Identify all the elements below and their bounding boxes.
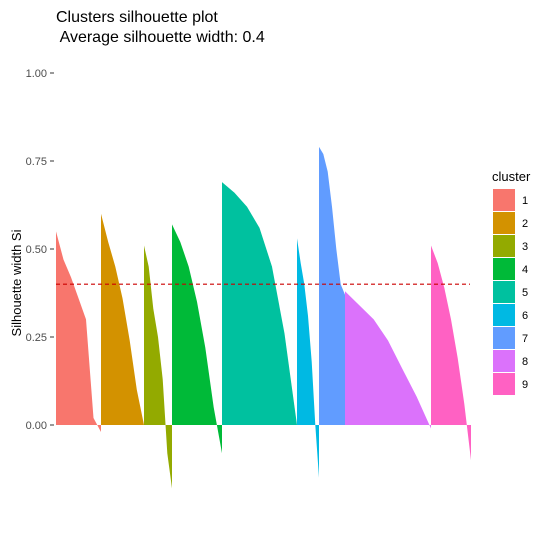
- y-tick-label: 0.00: [26, 420, 47, 432]
- cluster-3-bars: [144, 245, 172, 489]
- cluster-2-bars: [101, 213, 144, 425]
- legend-label: 1: [522, 195, 528, 207]
- legend-label: 2: [522, 218, 528, 230]
- legend-swatch: [493, 212, 515, 234]
- y-tick-label: 1.00: [26, 68, 47, 80]
- legend-swatch: [493, 373, 515, 395]
- legend: cluster 1 2 3 4 5 6 7 8 9: [492, 169, 531, 395]
- y-tick-label: 0.75: [26, 156, 47, 168]
- cluster-5-bars: [222, 182, 297, 425]
- legend-swatch: [493, 304, 515, 326]
- legend-label: 6: [522, 310, 528, 322]
- y-axis: 0.00 0.25 0.50 0.75 1.00: [26, 68, 54, 432]
- legend-label: 3: [522, 241, 528, 253]
- legend-label: 9: [522, 379, 528, 391]
- legend-swatch: [493, 189, 515, 211]
- cluster-1-bars: [56, 231, 101, 432]
- cluster-8-bars: [345, 291, 431, 429]
- legend-swatch: [493, 327, 515, 349]
- legend-label: 7: [522, 333, 528, 345]
- legend-label: 5: [522, 287, 528, 299]
- y-tick-label: 0.50: [26, 244, 47, 256]
- legend-swatch: [493, 235, 515, 257]
- cluster-9-bars: [431, 245, 471, 461]
- legend-swatch: [493, 350, 515, 372]
- y-axis-title: Silhouette width Si: [9, 229, 24, 336]
- chart-title: Clusters silhouette plot: [56, 9, 218, 26]
- legend-swatch: [493, 281, 515, 303]
- cluster-6-bars: [297, 238, 319, 478]
- plot-area: [56, 146, 471, 489]
- legend-label: 8: [522, 356, 528, 368]
- chart-subtitle: Average silhouette width: 0.4: [56, 29, 265, 46]
- y-tick-label: 0.25: [26, 332, 47, 344]
- legend-title: cluster: [492, 169, 531, 184]
- cluster-4-bars: [172, 224, 222, 454]
- legend-label: 4: [522, 264, 528, 276]
- cluster-7-bars: [319, 146, 345, 425]
- legend-swatch: [493, 258, 515, 280]
